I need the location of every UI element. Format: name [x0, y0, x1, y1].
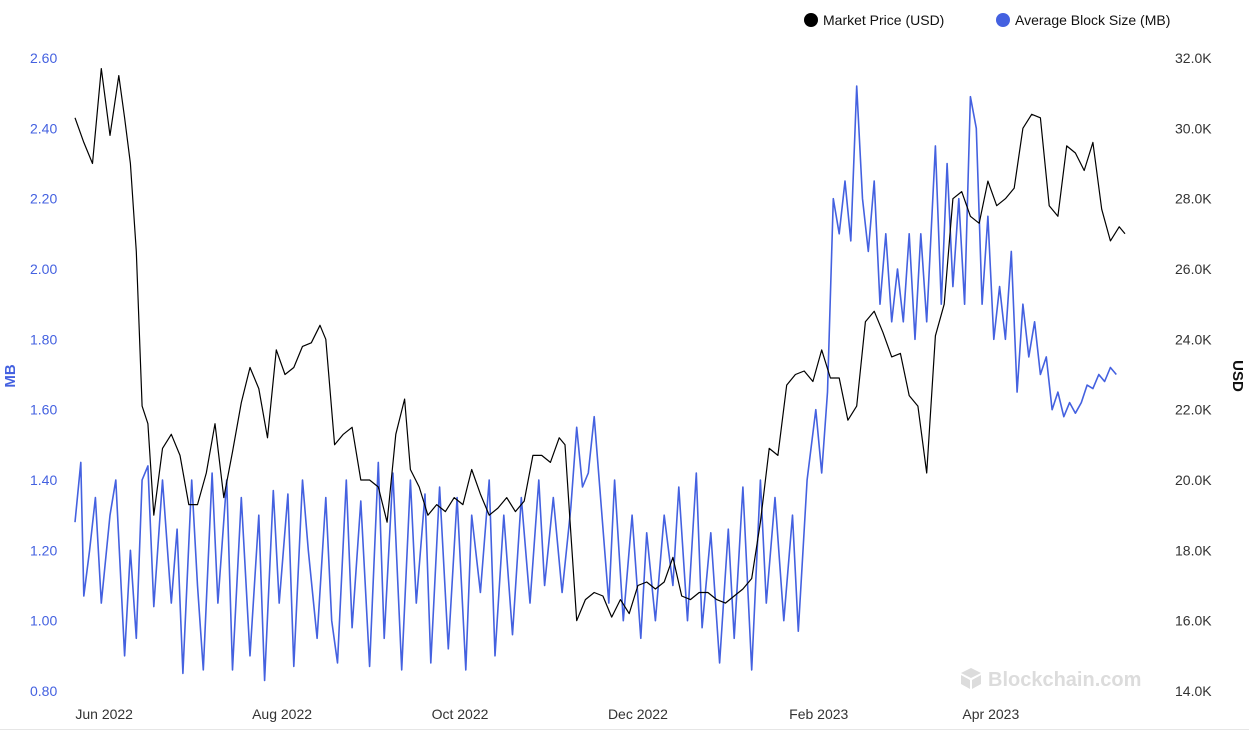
x-axis-tick-label: Apr 2023 [962, 706, 1019, 722]
left-axis-tick-label: 1.00 [30, 613, 57, 629]
left-axis-tick-label: 1.20 [30, 542, 57, 558]
right-axis-tick-label: 26.0K [1175, 261, 1212, 277]
right-axis-tick-label: 14.0K [1175, 683, 1212, 699]
watermark: Blockchain.com [961, 668, 1141, 691]
bottom-divider [0, 729, 1249, 730]
x-axis-tick-label: Dec 2022 [608, 706, 668, 722]
left-axis-tick-label: 2.00 [30, 261, 57, 277]
legend: Market Price (USD) Average Block Size (M… [804, 12, 1170, 28]
left-axis-tick-label: 0.80 [30, 683, 57, 699]
x-axis-ticks: Jun 2022 Aug 2022 Oct 2022 Dec 2022 Feb 2023… [75, 706, 1019, 722]
x-axis-tick-label: Aug 2022 [252, 706, 312, 722]
series-layer [74, 68, 1126, 682]
right-axis-tick-label: 24.0K [1175, 331, 1212, 347]
legend-label-market-price: Market Price (USD) [823, 12, 944, 28]
left-axis-tick-label: 2.60 [30, 50, 57, 66]
right-axis-tick-label: 30.0K [1175, 120, 1212, 136]
left-axis-title: MB [2, 364, 19, 387]
right-axis-tick-label: 20.0K [1175, 472, 1212, 488]
blockchain-logo-icon [961, 668, 981, 689]
legend-marker-block-size [996, 13, 1010, 27]
right-axis-ticks: 14.0K 16.0K 18.0K 20.0K 22.0K 24.0K 26.0K 28.0K… [1175, 50, 1212, 699]
right-axis-tick-label: 16.0K [1175, 613, 1212, 629]
x-axis-tick-label: Jun 2022 [75, 706, 133, 722]
legend-marker-market-price [804, 13, 818, 27]
watermark-text: Blockchain.com [988, 669, 1141, 691]
series-line-market-price[interactable] [74, 68, 1126, 622]
left-axis-tick-label: 1.40 [30, 472, 57, 488]
left-axis-tick-label: 1.80 [30, 331, 57, 347]
right-axis-tick-label: 32.0K [1175, 50, 1212, 66]
left-axis-tick-label: 2.40 [30, 120, 57, 136]
left-axis-tick-label: 1.60 [30, 402, 57, 418]
series-line-block-size[interactable] [74, 85, 1117, 682]
x-axis-tick-label: Feb 2023 [789, 706, 848, 722]
left-axis-tick-label: 2.20 [30, 191, 57, 207]
legend-item-block-size[interactable]: Average Block Size (MB) [996, 12, 1170, 28]
right-axis-tick-label: 28.0K [1175, 191, 1212, 207]
right-axis-tick-label: 22.0K [1175, 402, 1212, 418]
legend-label-block-size: Average Block Size (MB) [1015, 12, 1170, 28]
left-axis-ticks: 0.80 1.00 1.20 1.40 1.60 1.80 2.00 2.20 2.40 2.60 [30, 50, 57, 699]
legend-item-market-price[interactable]: Market Price (USD) [804, 12, 944, 28]
right-axis-title: USD [1229, 360, 1246, 392]
x-axis-tick-label: Oct 2022 [432, 706, 489, 722]
right-axis-tick-label: 18.0K [1175, 542, 1212, 558]
